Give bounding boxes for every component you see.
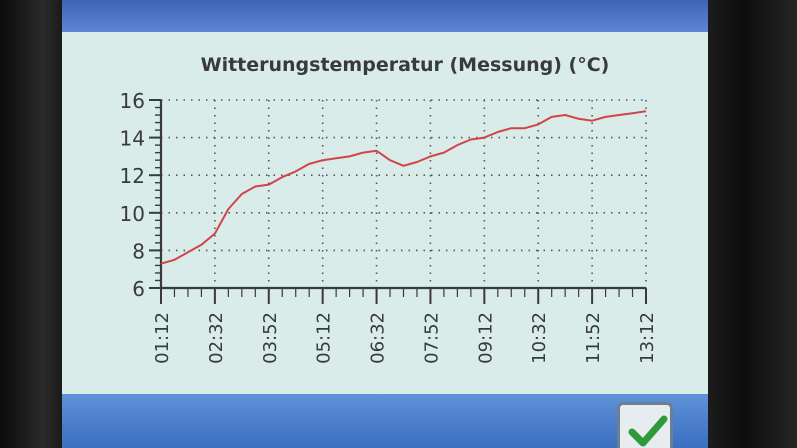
- x-tick-label: 13:12: [637, 312, 658, 364]
- chart-grid: [161, 99, 647, 288]
- x-tick-label: 11:52: [583, 312, 604, 364]
- bottom-bar: [62, 394, 708, 448]
- x-tick-label: 06:32: [368, 312, 389, 364]
- temperature-series-line: [160, 110, 647, 265]
- chart-axes: [149, 99, 647, 304]
- top-title-bar: [62, 0, 708, 32]
- y-tick-label: 14: [120, 127, 145, 151]
- check-icon: [628, 415, 668, 447]
- temperature-line-chart: Witterungstemperatur (Messung) (°C) 16 14…: [120, 54, 658, 364]
- device-bezel-left: [0, 0, 62, 448]
- device-screen: Witterungstemperatur (Messung) (°C) 16 14…: [62, 0, 708, 448]
- x-tick-label: 01:12: [152, 312, 173, 364]
- y-tick-label: 16: [120, 89, 145, 113]
- y-tick-labels: 16 14 12 10 8 6: [120, 89, 145, 301]
- confirm-button[interactable]: [617, 402, 673, 448]
- x-tick-label: 07:52: [421, 312, 442, 364]
- x-tick-label: 05:12: [314, 312, 335, 364]
- y-tick-label: 12: [120, 164, 145, 188]
- x-tick-labels: 01:12 02:32 03:52 05:12 06:32 07:52 09:12 10:32…: [152, 312, 658, 364]
- x-tick-label: 03:52: [260, 312, 281, 364]
- x-tick-label: 09:12: [475, 312, 496, 364]
- chart-title: Witterungstemperatur (Messung) (°C): [201, 54, 610, 76]
- y-tick-label: 10: [120, 202, 145, 226]
- y-tick-label: 6: [132, 277, 145, 301]
- x-tick-label: 02:32: [206, 312, 227, 364]
- x-tick-label: 10:32: [529, 312, 550, 364]
- device-bezel-right: [708, 0, 797, 448]
- y-tick-label: 8: [132, 239, 145, 263]
